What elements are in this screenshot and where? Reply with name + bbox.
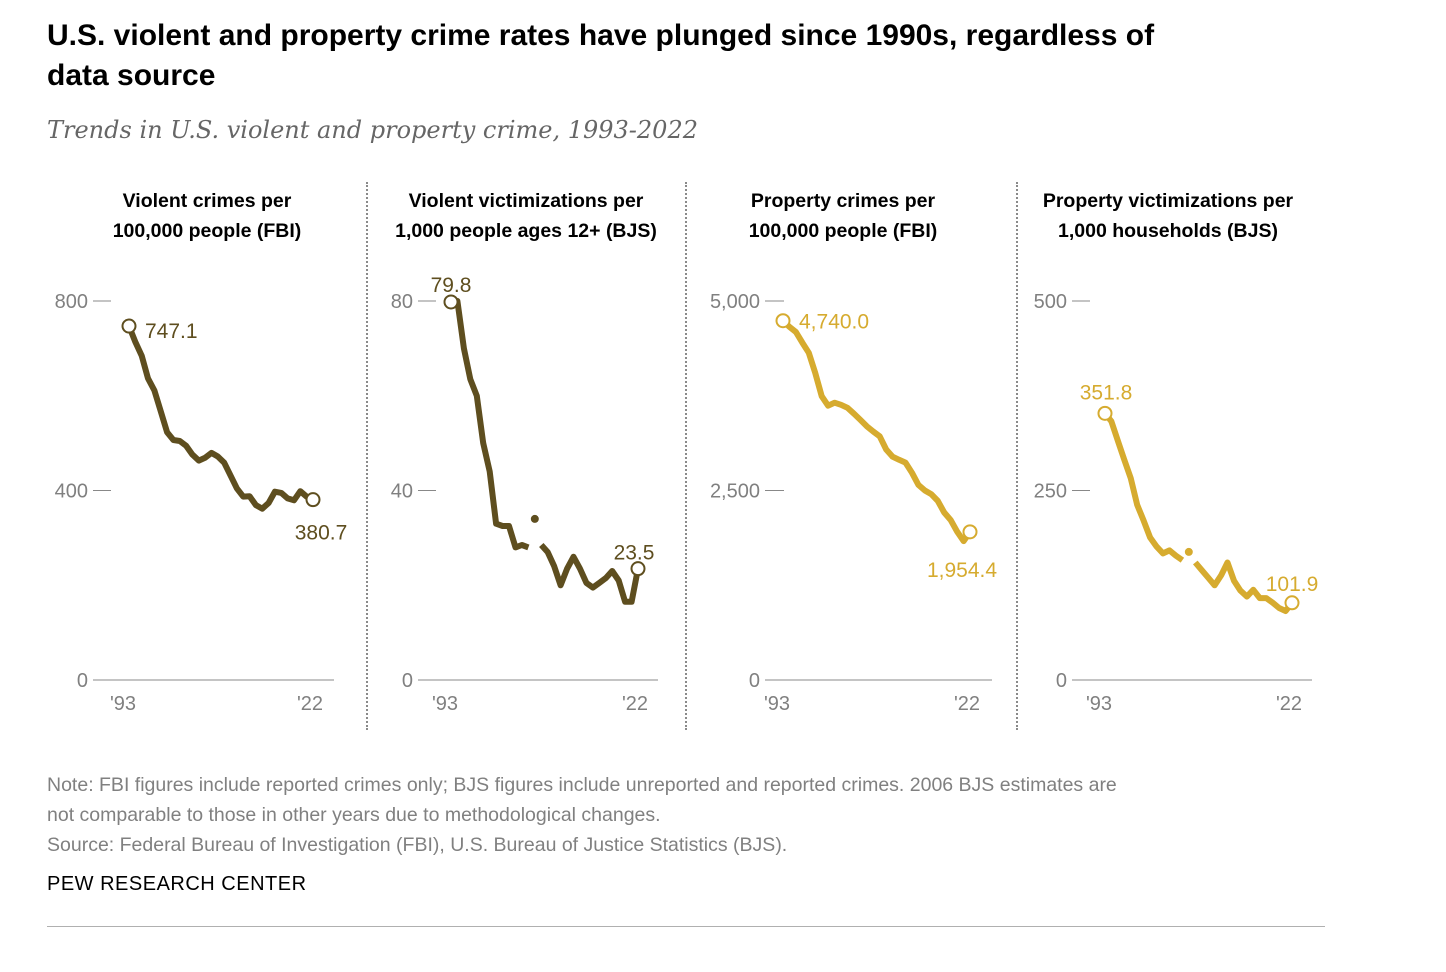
x-tick-label: '22 (1276, 693, 1302, 715)
panel-title-line2: 100,000 people (FBI) (748, 220, 938, 242)
panel-divider (366, 182, 368, 730)
endpoint-marker (121, 318, 137, 334)
data-label: 4,740.0 (799, 311, 869, 334)
brand-logo-text: PEW RESEARCH CENTER (47, 873, 307, 895)
series-line (450, 298, 530, 551)
note-line-2: not comparable to those in other years d… (47, 804, 661, 826)
x-tick-label: '22 (954, 693, 980, 715)
panel-divider (1016, 182, 1018, 730)
panel-title-line1: Violent victimizations per (408, 190, 644, 212)
data-label: 23.5 (614, 542, 655, 565)
series-line (780, 318, 973, 545)
x-tick-label: '22 (297, 693, 323, 715)
endpoint-marker (630, 561, 646, 577)
data-point (530, 514, 539, 523)
data-label: 351.8 (1080, 381, 1133, 404)
panel-title-property-fbi: Property crimes per 100,000 people (FBI) (688, 186, 998, 246)
data-label: 747.1 (145, 320, 198, 343)
endpoint-marker (775, 313, 791, 329)
y-tick-label: 0 (77, 670, 88, 692)
series-line (1193, 559, 1295, 614)
endpoint-marker (443, 294, 459, 310)
y-tick-label: 0 (749, 670, 760, 692)
endpoint-marker (962, 524, 978, 540)
endpoint-marker (1097, 405, 1113, 421)
endpoint-marker (1284, 595, 1300, 611)
y-tick-label: 2,500 (710, 481, 760, 503)
panel-title-violent-bjs: Violent victimizations per 1,000 people … (367, 186, 685, 246)
bottom-rule (47, 926, 1325, 927)
series-line (126, 324, 315, 512)
endpoint-marker (305, 492, 321, 508)
x-tick-label: '93 (1086, 693, 1112, 715)
y-tick-label: 800 (55, 291, 88, 313)
data-label: 79.8 (431, 274, 472, 297)
panel-divider (685, 182, 687, 730)
panel-title-line1: Violent crimes per (122, 190, 292, 212)
y-tick-label: 500 (1034, 291, 1067, 313)
data-label: 380.7 (295, 522, 348, 545)
y-tick-label: 5,000 (710, 291, 760, 313)
y-tick-label: 0 (1056, 670, 1067, 692)
chart-panel-2: 0 40 80 '93 '22 79.8 23.5 (391, 274, 658, 715)
panel-title-line2: 1,000 people ages 12+ (BJS) (395, 220, 657, 242)
chart-panel-4: 0 250 500 '93 '22 351.8 101.9 (1034, 291, 1319, 715)
panel-title-property-bjs: Property victimizations per 1,000 househ… (1018, 186, 1318, 246)
footnote: Note: FBI figures include reported crime… (47, 770, 1347, 860)
y-tick-label: 40 (391, 481, 413, 503)
x-tick-label: '93 (110, 693, 136, 715)
chart-panel-1: 0 400 800 '93 '22 747.1 380.7 (55, 291, 348, 715)
panel-title-violent-fbi: Violent crimes per 100,000 people (FBI) (62, 186, 352, 246)
y-tick-label: 250 (1034, 481, 1067, 503)
x-tick-label: '93 (432, 693, 458, 715)
y-tick-label: 400 (55, 481, 88, 503)
chart-subtitle: Trends in U.S. violent and property crim… (47, 116, 698, 144)
y-tick-label: 80 (391, 291, 413, 313)
note-line-1: Note: FBI figures include reported crime… (47, 774, 1117, 796)
y-tick-label: 0 (402, 670, 413, 692)
data-label: 101.9 (1266, 573, 1319, 596)
x-tick-label: '22 (622, 693, 648, 715)
panel-title-line2: 100,000 people (FBI) (112, 220, 302, 242)
panel-title-line2: 1,000 households (BJS) (1058, 220, 1278, 242)
x-tick-label: '93 (764, 693, 790, 715)
series-line (1102, 411, 1185, 563)
source-line: Source: Federal Bureau of Investigation … (47, 834, 788, 856)
panel-title-line1: Property crimes per (750, 190, 936, 212)
data-label: 1,954.4 (927, 559, 997, 582)
data-point (1184, 547, 1193, 556)
series-line (539, 542, 641, 605)
panel-title-line1: Property victimizations per (1042, 190, 1294, 212)
chart-panel-3: 0 2,500 5,000 '93 '22 4,740.0 1,954.4 (710, 291, 997, 715)
chart-title: U.S. violent and property crime rates ha… (47, 19, 1155, 92)
